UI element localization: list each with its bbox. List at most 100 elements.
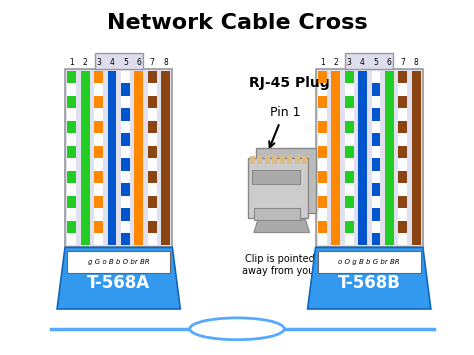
Bar	[94, 121, 103, 133]
Bar	[412, 71, 420, 245]
Bar	[295, 156, 300, 164]
Polygon shape	[254, 220, 310, 233]
Bar	[148, 196, 157, 208]
Polygon shape	[57, 247, 180, 309]
Bar	[287, 156, 292, 164]
Bar	[372, 171, 380, 183]
Polygon shape	[308, 247, 431, 309]
Text: 1: 1	[320, 58, 325, 67]
Bar	[250, 156, 255, 164]
Text: 2: 2	[83, 58, 88, 67]
Text: 6: 6	[387, 58, 392, 67]
Bar	[148, 71, 157, 245]
Text: 8: 8	[164, 58, 168, 67]
Text: 3: 3	[346, 58, 352, 67]
Bar	[318, 146, 327, 158]
Bar	[398, 121, 407, 133]
Bar	[148, 71, 157, 83]
Bar	[67, 196, 76, 208]
Bar	[345, 146, 354, 158]
Bar	[94, 146, 103, 158]
Bar	[148, 220, 157, 233]
Bar	[148, 146, 157, 158]
Bar	[372, 71, 380, 83]
Text: 7: 7	[401, 58, 405, 67]
Bar	[302, 156, 307, 164]
Text: 4: 4	[109, 58, 114, 67]
Bar	[372, 220, 380, 233]
Bar	[345, 121, 354, 133]
Bar	[345, 71, 354, 83]
Bar	[358, 71, 367, 245]
Bar	[67, 171, 76, 183]
Text: g G o B b O br BR: g G o B b O br BR	[88, 260, 149, 265]
Text: 5: 5	[374, 58, 378, 67]
Text: 5: 5	[123, 58, 128, 67]
Bar	[81, 71, 90, 245]
Bar	[65, 69, 173, 247]
Bar	[280, 156, 285, 164]
Text: T-568A: T-568A	[87, 274, 150, 292]
Bar	[318, 196, 327, 208]
Bar	[272, 156, 277, 164]
Text: o O g B b G br BR: o O g B b G br BR	[338, 260, 400, 265]
Bar	[398, 71, 407, 83]
Bar	[372, 196, 380, 208]
Bar	[398, 171, 407, 183]
Text: Pin 1: Pin 1	[270, 106, 301, 119]
Bar	[121, 71, 130, 83]
Bar	[161, 71, 170, 245]
Bar	[346, 53, 393, 69]
Bar	[94, 71, 103, 245]
Bar	[95, 53, 143, 69]
Bar	[94, 220, 103, 233]
Text: 8: 8	[414, 58, 419, 67]
Bar	[345, 220, 354, 233]
Bar	[372, 71, 380, 245]
Bar	[94, 71, 103, 83]
Bar	[67, 71, 76, 245]
Bar	[372, 146, 380, 158]
Bar	[67, 251, 170, 273]
Text: 3: 3	[96, 58, 101, 67]
Bar	[121, 121, 130, 133]
Text: 1: 1	[69, 58, 74, 67]
Bar	[121, 96, 130, 108]
Bar	[121, 171, 130, 183]
Bar	[398, 220, 407, 233]
Bar	[67, 96, 76, 108]
Bar	[345, 196, 354, 208]
Bar	[318, 71, 327, 83]
Bar	[398, 96, 407, 108]
FancyBboxPatch shape	[256, 148, 316, 213]
Bar	[67, 71, 76, 83]
Bar	[67, 220, 76, 233]
Bar	[265, 156, 270, 164]
Bar	[94, 171, 103, 183]
Bar	[316, 69, 423, 247]
Bar	[398, 146, 407, 158]
Bar	[148, 171, 157, 183]
Bar	[331, 71, 340, 245]
Bar	[345, 96, 354, 108]
Bar	[148, 96, 157, 108]
Text: 6: 6	[137, 58, 141, 67]
Bar	[148, 121, 157, 133]
Bar	[252, 170, 300, 184]
Bar	[257, 156, 262, 164]
Text: T-568B: T-568B	[338, 274, 401, 292]
Bar	[121, 146, 130, 158]
Bar	[345, 171, 354, 183]
Bar	[398, 71, 407, 245]
Bar	[121, 71, 130, 245]
Text: 2: 2	[333, 58, 338, 67]
Bar	[318, 71, 327, 245]
Bar	[254, 208, 300, 220]
Text: 4: 4	[360, 58, 365, 67]
Bar	[318, 171, 327, 183]
Bar	[345, 71, 354, 245]
Bar	[398, 196, 407, 208]
Bar	[372, 121, 380, 133]
Text: 7: 7	[150, 58, 155, 67]
Bar	[318, 251, 421, 273]
